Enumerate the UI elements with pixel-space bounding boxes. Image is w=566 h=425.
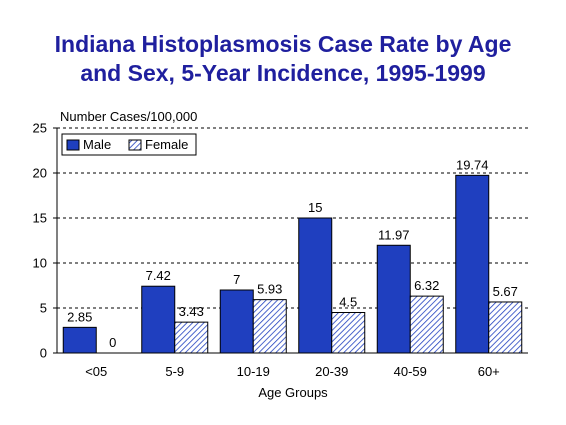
legend-swatch-female <box>128 139 142 151</box>
bar-male <box>219 289 254 354</box>
x-tick-label: 20-39 <box>315 364 348 379</box>
data-label-female: 6.32 <box>414 278 439 293</box>
legend-swatch-male <box>66 139 80 151</box>
data-label-female: 4.5 <box>339 295 357 310</box>
y-tick-label: 0 <box>40 346 47 361</box>
legend: Male Female <box>61 133 197 156</box>
axes: 0 5 10 15 20 25 <05 5-9 10-19 20-39 40-59 60+ <box>33 121 528 379</box>
chart-title: Indiana Histoplasmosis Case Rate by Age … <box>54 31 512 86</box>
bar-male <box>376 244 411 354</box>
legend-label-female: Female <box>145 137 188 152</box>
y-tick-label: 5 <box>40 301 47 316</box>
y-tick-label: 10 <box>33 256 47 271</box>
data-label-male: 7 <box>233 272 240 287</box>
bar-male <box>62 326 97 354</box>
data-label-female: 5.67 <box>493 284 518 299</box>
x-axis-label: Age Groups <box>258 385 328 400</box>
bar-female <box>252 299 287 354</box>
x-tick-label: 40-59 <box>394 364 427 379</box>
x-tick-label: 5-9 <box>165 364 184 379</box>
data-label-male: 19.74 <box>456 157 489 172</box>
bar-female <box>174 321 209 354</box>
x-tick-label: <05 <box>85 364 107 379</box>
x-tick-label: 10-19 <box>237 364 270 379</box>
bar-female <box>331 312 366 354</box>
bar-female <box>409 295 444 354</box>
data-label-male: 7.42 <box>146 268 171 283</box>
bars: 2.85 0 7.42 3.43 7 5.93 15 4.5 11.97 6.32 19.74 5.6… <box>62 157 523 354</box>
x-tick-label: 60+ <box>478 364 500 379</box>
bar-female <box>488 301 523 354</box>
y-axis-label: Number Cases/100,000 <box>60 109 197 124</box>
data-label-female: 5.93 <box>257 282 282 297</box>
data-label-male: 15 <box>308 200 322 215</box>
data-label-female: 3.43 <box>179 304 204 319</box>
y-tick-label: 25 <box>33 121 47 136</box>
data-label-female: 0 <box>109 335 116 350</box>
data-label-male: 2.85 <box>67 309 92 324</box>
legend-label-male: Male <box>83 137 111 152</box>
y-tick-label: 15 <box>33 211 47 226</box>
gridlines <box>57 127 528 309</box>
data-label-male: 11.97 <box>378 227 410 242</box>
y-tick-label: 20 <box>33 166 47 181</box>
bar-male <box>455 174 490 354</box>
bar-male <box>141 285 176 354</box>
bar-male <box>298 217 333 354</box>
